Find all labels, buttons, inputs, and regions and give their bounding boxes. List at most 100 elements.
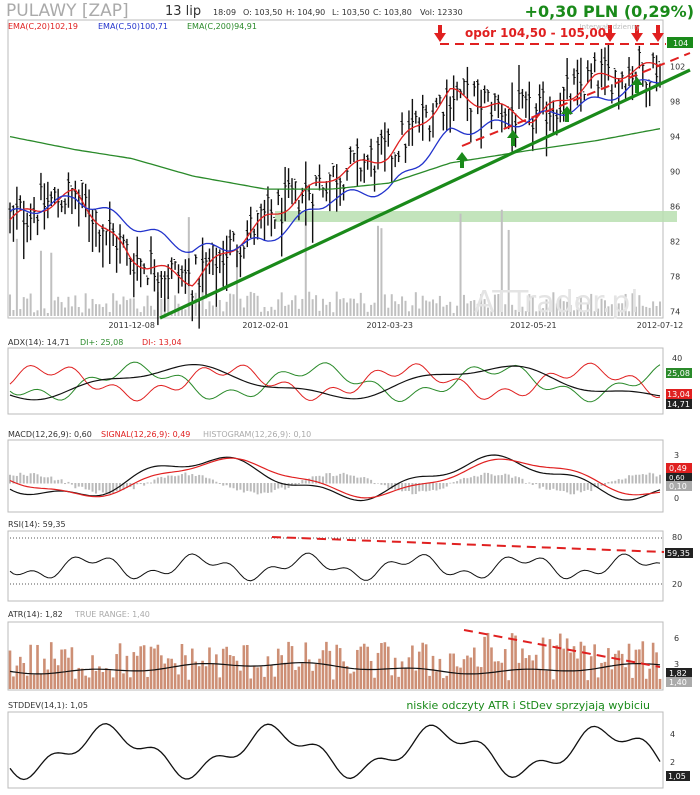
ohlc-bar [627, 57, 631, 86]
volume-bar [531, 295, 534, 316]
macd-hist-bar [146, 482, 149, 484]
volume-bar [291, 300, 294, 316]
true-range-bar [221, 648, 225, 689]
ohlc-bar [469, 108, 473, 143]
volume-bar [46, 312, 49, 316]
true-range-bar [149, 646, 153, 689]
macd-hist-bar [411, 483, 414, 495]
watermark: ATTrader.pl [474, 285, 639, 320]
volume-bar [401, 296, 404, 316]
macd-badge-signal [666, 463, 692, 473]
volume-bar [339, 299, 342, 316]
macd-hist-bar [583, 483, 586, 491]
volume-bar [359, 292, 362, 316]
volume-bar [77, 307, 80, 316]
ohlc-bar [183, 259, 187, 294]
ohlc-bar [472, 81, 476, 97]
macd-hist-bar [184, 472, 187, 484]
macd-hist-bar [387, 483, 390, 489]
ohlc-bar [548, 96, 552, 131]
red-arrow-icon [652, 25, 664, 42]
true-range-bar [314, 663, 318, 689]
true-range-bar [627, 643, 631, 689]
green-arrow-icon [561, 106, 573, 122]
volume-bar [225, 301, 228, 316]
ohlc-bar [517, 64, 521, 110]
true-range-bar [565, 638, 569, 689]
true-range-bar [60, 649, 63, 689]
true-range-bar [36, 644, 39, 689]
macd-tick-3: 3 [674, 451, 679, 460]
volume-bar [266, 311, 269, 316]
macd-hist-bar [74, 483, 77, 489]
ohlc-bar [118, 224, 122, 264]
true-range-bar [469, 657, 473, 689]
red-arrow-icon [631, 25, 643, 42]
ohlc-bar [166, 264, 170, 299]
macd-hist-bar [328, 473, 331, 484]
macd-hist-bar [33, 473, 36, 484]
macd-hist-bar [91, 483, 94, 492]
macd-hist-bar [414, 483, 417, 495]
true-range-bar [74, 678, 77, 689]
true-range-bar [256, 667, 259, 689]
true-range-bar [39, 674, 43, 689]
ema-line-2 [9, 128, 661, 190]
ohlc-bar [369, 138, 373, 177]
ohlc-bar [397, 150, 401, 163]
ohlc-bar [159, 270, 163, 298]
true-range-bar [483, 636, 486, 689]
ohlc-bar [63, 198, 67, 215]
true-range-bar [620, 653, 624, 689]
macd-hist-bar [435, 483, 438, 491]
macd-hist-bar [125, 483, 128, 488]
ohlc-bar [465, 66, 470, 122]
true-range-bar [658, 678, 662, 689]
macd-hist-bar [397, 483, 400, 491]
volume-bar [442, 306, 445, 316]
volume-bar [407, 311, 410, 316]
true-range-bar [63, 649, 67, 689]
macd-hist-bar [98, 483, 101, 491]
true-range-bar [589, 656, 593, 689]
volume-bar [215, 306, 218, 316]
ohlc-bar [256, 210, 260, 240]
volume-bar [132, 298, 135, 316]
volume-bar [277, 299, 280, 316]
true-range-bar [445, 675, 449, 689]
date-tick-label: 2012-05-21 [510, 321, 557, 330]
true-range-bar [235, 660, 239, 689]
volume-bar [548, 306, 551, 316]
macd-hist-bar [659, 474, 661, 484]
macd-hist-bar [655, 476, 658, 484]
macd-hist-bar [215, 481, 218, 484]
macd-hist-bar [600, 483, 603, 486]
price-tick-label: 74 [670, 308, 680, 317]
macd-hist-bar [143, 483, 146, 486]
volume-bar [60, 302, 63, 316]
macd-hist-bar [641, 474, 644, 484]
volume-bar [421, 295, 424, 316]
macd-hist-bar [191, 474, 194, 484]
volume-bar [659, 301, 661, 316]
macd-hist-bar [88, 483, 91, 490]
volume-bar [105, 303, 108, 316]
volume-bar [545, 299, 548, 316]
true-range-bar [180, 644, 184, 689]
volume-bar [308, 291, 311, 316]
ohlc-bar [520, 88, 525, 109]
volume-bar [376, 225, 379, 316]
ohlc-bar [513, 113, 518, 148]
ohlc-bar [328, 172, 332, 212]
macd-hist-bar [287, 483, 290, 489]
ohlc-bar [527, 81, 531, 126]
volume-bar [638, 295, 641, 316]
true-range-bar [503, 649, 507, 689]
macd-hist-bar [645, 474, 648, 484]
ohlc-bar [486, 89, 490, 102]
macd-badge-signal-text: 0,49 [669, 464, 687, 473]
ohlc-bar [225, 235, 229, 291]
volume-bar [504, 304, 507, 316]
adx-badge-diminus-text: 13,04 [667, 390, 690, 399]
ohlc-bar [156, 272, 160, 326]
